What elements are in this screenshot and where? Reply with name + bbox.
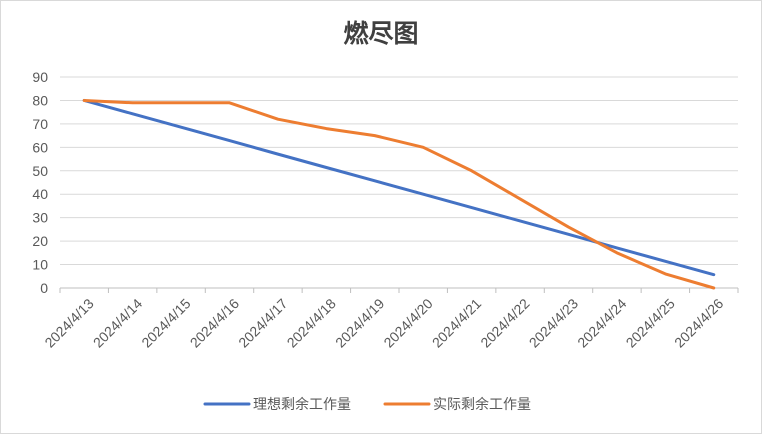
- x-tick-label: 2024/4/13: [41, 295, 97, 351]
- x-tick-label: 2024/4/16: [187, 295, 243, 351]
- actual-remaining-line: [82, 98, 716, 290]
- legend-entry-actual: 实际剩余工作量: [383, 396, 531, 412]
- y-tick-label: 80: [32, 92, 48, 108]
- x-tick-label: 2024/4/23: [526, 295, 582, 351]
- x-tick-label: 2024/4/14: [90, 295, 146, 351]
- x-tick-label: 2024/4/25: [623, 295, 679, 351]
- chart-title: 燃尽图: [343, 19, 418, 48]
- y-tick-label: 50: [32, 163, 48, 179]
- legend-label-actual: 实际剩余工作量: [433, 396, 531, 412]
- legend-label-ideal: 理想剩余工作量: [253, 396, 351, 412]
- y-tick-label: 90: [32, 69, 48, 85]
- x-tick-label: 2024/4/21: [429, 295, 485, 351]
- y-tick-label: 30: [32, 210, 48, 226]
- y-tick-label: 10: [32, 257, 48, 273]
- y-tick-label: 20: [32, 233, 48, 249]
- legend-entry-ideal: 理想剩余工作量: [203, 396, 351, 412]
- y-tick-label: 60: [32, 139, 48, 155]
- x-tick-label: 2024/4/26: [671, 295, 727, 351]
- y-tick-label: 0: [40, 280, 48, 296]
- legend: 理想剩余工作量 实际剩余工作量: [203, 396, 531, 412]
- ideal-remaining-line: [82, 98, 716, 277]
- series-lines: [82, 98, 716, 290]
- x-tick-labels: 2024/4/132024/4/142024/4/152024/4/162024…: [41, 295, 726, 351]
- x-tick-label: 2024/4/18: [284, 295, 340, 351]
- y-tick-label: 70: [32, 116, 48, 132]
- gridlines: [60, 76, 738, 266]
- x-tick-label: 2024/4/19: [332, 295, 388, 351]
- x-tick-label: 2024/4/15: [138, 295, 194, 351]
- y-tick-label: 40: [32, 186, 48, 202]
- axes: [59, 287, 739, 293]
- x-tick-label: 2024/4/22: [477, 295, 533, 351]
- x-tick-label: 2024/4/24: [574, 295, 630, 351]
- x-tick-label: 2024/4/20: [380, 295, 436, 351]
- y-tick-labels: 0 10 20 30 40 50 60 70 80 90: [32, 69, 48, 296]
- x-tick-label: 2024/4/17: [235, 295, 291, 351]
